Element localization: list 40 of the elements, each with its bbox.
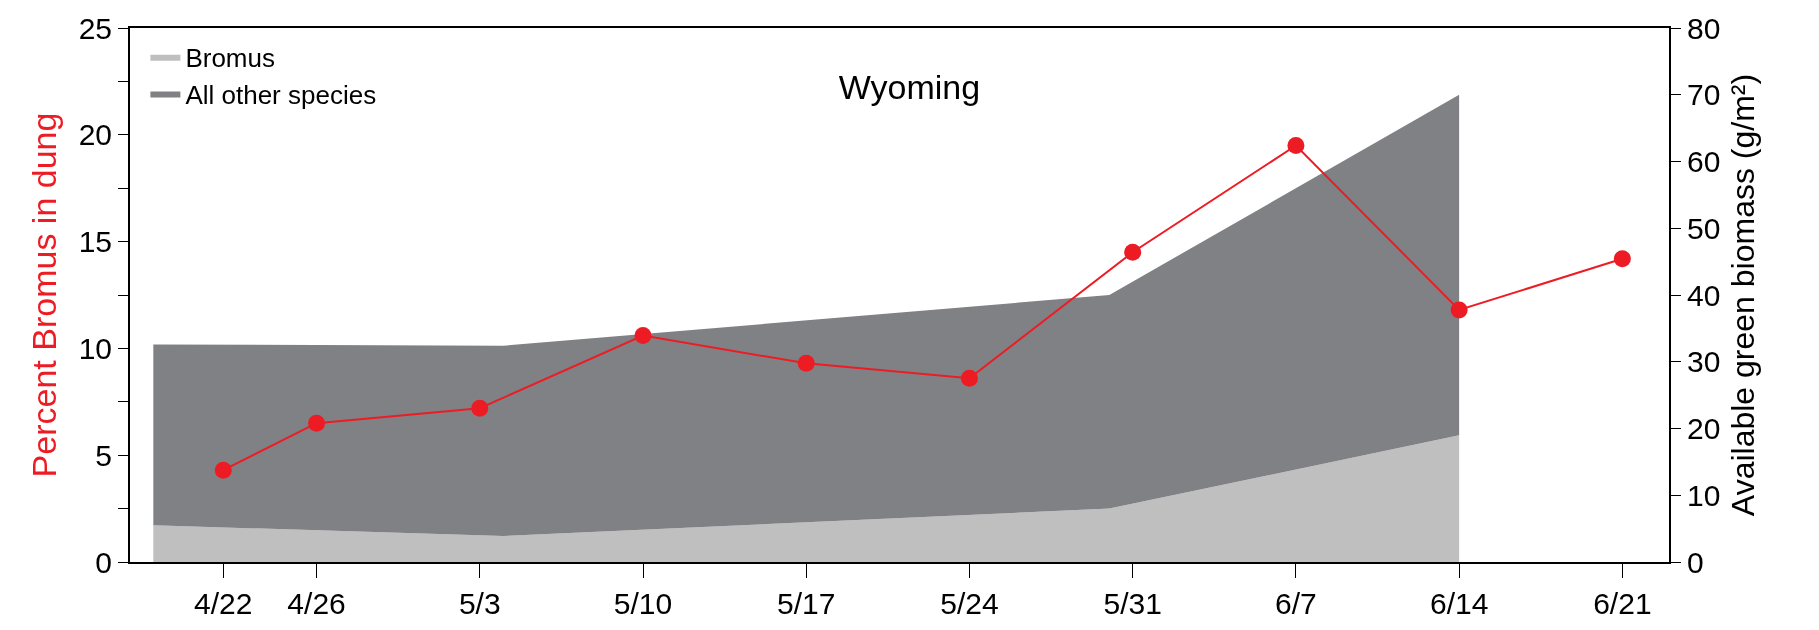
- y2-tick-label: 20: [1687, 412, 1721, 445]
- y2-tick-label: 0: [1687, 545, 1704, 579]
- point: [797, 354, 815, 372]
- point: [1287, 136, 1305, 154]
- x-tick-label: 5/24: [940, 587, 999, 620]
- y2-tick-label: 50: [1687, 211, 1721, 245]
- y-tick-label: 20: [78, 118, 112, 152]
- y-tick-label: 0: [95, 545, 112, 579]
- x-tick-label: 4/22: [194, 587, 253, 620]
- y2-tick-label: 80: [1687, 11, 1721, 45]
- x-tick-label: 5/10: [613, 587, 673, 620]
- x-tick-label: 6/7: [1275, 587, 1317, 620]
- x-tick-label: 5/17: [777, 587, 836, 620]
- point: [960, 369, 978, 387]
- x-tick-label: 6/14: [1429, 587, 1489, 620]
- y-tick-label: 15: [78, 225, 112, 259]
- y-tick-label: 10: [78, 331, 112, 365]
- y2-axis-title: Available green biomass (g/m²): [1724, 73, 1761, 517]
- y2-tick-label: 10: [1687, 478, 1721, 512]
- x-tick-label: 4/26: [287, 587, 346, 620]
- y-tick-label: 25: [78, 11, 112, 45]
- y-tick-label: 5: [95, 438, 112, 472]
- y-axis-title: Percent Bromus in dung: [24, 112, 63, 478]
- point: [634, 327, 652, 345]
- point: [471, 399, 489, 417]
- x-tick-label: 6/21: [1593, 587, 1652, 620]
- point: [214, 461, 232, 479]
- y2-tick-label: 60: [1687, 145, 1721, 178]
- legend-label: Bromus: [185, 42, 275, 73]
- x-tick-label: 5/31: [1103, 587, 1162, 620]
- y2-tick-label: 70: [1687, 78, 1721, 112]
- point: [1450, 301, 1468, 319]
- legend-label: All other species: [185, 79, 377, 110]
- text: Wyoming: [838, 68, 981, 107]
- point: [1613, 250, 1631, 268]
- x-tick-label: 5/3: [458, 587, 501, 620]
- point: [1124, 243, 1142, 261]
- point: [308, 414, 326, 432]
- y2-tick-label: 30: [1687, 345, 1721, 379]
- y2-tick-label: 40: [1687, 278, 1721, 312]
